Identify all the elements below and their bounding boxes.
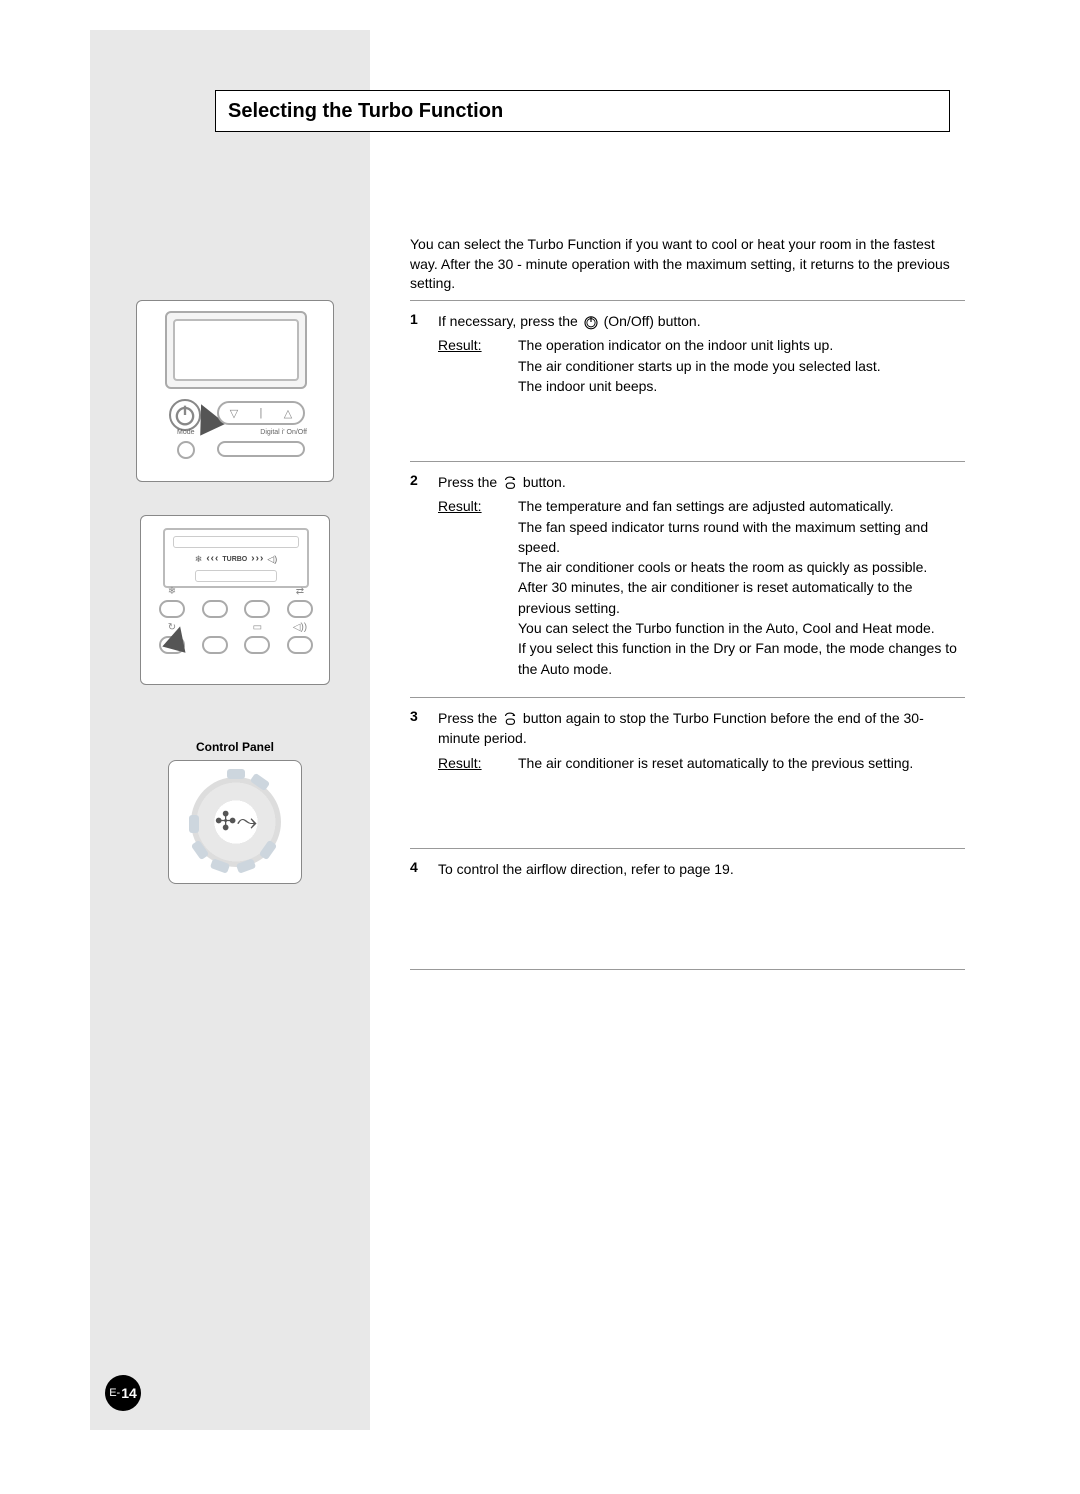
step-number: 4 bbox=[410, 859, 424, 951]
dial-segment bbox=[189, 815, 199, 833]
step-instruction: Press the button. bbox=[438, 472, 965, 492]
remote-screen-inner bbox=[173, 319, 299, 381]
step-number: 1 bbox=[410, 311, 424, 443]
step-instruction: Press the button again to stop the Turbo… bbox=[438, 708, 965, 749]
display-row-1 bbox=[173, 536, 299, 548]
step-text-before: Press the bbox=[438, 710, 501, 726]
result-text: The temperature and fan settings are adj… bbox=[518, 496, 965, 679]
manual-page: Selecting the Turbo Function You can sel… bbox=[0, 0, 1080, 1494]
temp-pill: ▽ | △ bbox=[217, 401, 305, 425]
small-button bbox=[287, 600, 313, 618]
small-button bbox=[244, 636, 270, 654]
turbo-label: TURBO bbox=[222, 556, 247, 563]
step-instruction: If necessary, press the (On/Off) button. bbox=[438, 311, 965, 331]
turbo-icon bbox=[501, 710, 519, 728]
page-prefix: E- bbox=[109, 1387, 120, 1399]
snow-icon: ❄ bbox=[159, 586, 185, 597]
small-button bbox=[202, 600, 228, 618]
result-row: Result: The temperature and fan settings … bbox=[438, 496, 965, 679]
dial-segment bbox=[227, 769, 245, 779]
step-number: 3 bbox=[410, 708, 424, 830]
step: 1If necessary, press the (On/Off) button… bbox=[410, 301, 965, 461]
up-icon: △ bbox=[284, 407, 292, 420]
step-body: Press the button again to stop the Turbo… bbox=[438, 708, 965, 830]
step-body: If necessary, press the (On/Off) button.… bbox=[438, 311, 965, 443]
step-text-after: button. bbox=[519, 474, 566, 490]
result-text: The operation indicator on the indoor un… bbox=[518, 335, 965, 396]
step-text-before: To control the airflow direction, refer … bbox=[438, 861, 734, 877]
result-label: Result: bbox=[438, 753, 498, 773]
step: 4 To control the airflow direction, refer… bbox=[410, 849, 965, 969]
small-button bbox=[159, 600, 185, 618]
sidebar-strip bbox=[90, 30, 370, 1430]
step-text-before: Press the bbox=[438, 474, 501, 490]
remote-screen bbox=[165, 311, 307, 389]
power-icon bbox=[582, 313, 600, 331]
remote-display: ❄ ‹‹‹ TURBO ››› ◁) bbox=[163, 528, 309, 588]
mode-button-illustration bbox=[177, 441, 195, 459]
small-button bbox=[244, 600, 270, 618]
digital-label: Digital i' On/Off bbox=[260, 429, 307, 436]
rect-icon: ▭ bbox=[244, 622, 270, 633]
result-label: Result: bbox=[438, 335, 498, 396]
onoff-pill-illustration bbox=[217, 441, 305, 457]
snowflake-icon: ❄ bbox=[195, 554, 203, 565]
step-text-after: (On/Off) button. bbox=[600, 313, 701, 329]
sound-icon: ◁) bbox=[267, 554, 277, 565]
steps-container: 1If necessary, press the (On/Off) button… bbox=[410, 300, 965, 970]
page-number-badge: E-14 bbox=[105, 1375, 141, 1411]
result-label: Result: bbox=[438, 496, 498, 679]
intro-text: You can select the Turbo Function if you… bbox=[410, 235, 955, 294]
step-body: To control the airflow direction, refer … bbox=[438, 859, 965, 951]
turbo-icon bbox=[501, 474, 519, 492]
mode-label: Mode bbox=[177, 429, 195, 436]
step-separator bbox=[410, 969, 965, 970]
step-number: 2 bbox=[410, 472, 424, 679]
step: 2 Press the button. Result: The temperature… bbox=[410, 462, 965, 697]
remote-figure-2: ❄ ‹‹‹ TURBO ››› ◁) ❄ ⇄ ↻ ▭ ◁)) bbox=[140, 515, 330, 685]
turbo-right-chevrons: ››› bbox=[251, 554, 263, 564]
result-row: Result: The operation indicator on the in… bbox=[438, 335, 965, 396]
page-title: Selecting the Turbo Function bbox=[228, 100, 503, 123]
control-panel-label: Control Panel bbox=[140, 740, 330, 754]
step: 3 Press the button again to stop the Turb… bbox=[410, 698, 965, 848]
fan-icon: ✣⤳ bbox=[215, 806, 258, 838]
small-button bbox=[287, 636, 313, 654]
step-instruction: To control the airflow direction, refer … bbox=[438, 859, 965, 879]
display-row-3 bbox=[195, 570, 277, 582]
step-body: Press the button. Result: The temperature … bbox=[438, 472, 965, 679]
result-text: The air conditioner is reset automatical… bbox=[518, 753, 965, 773]
remote-figure-1: ▽ | △ Mode Digital i' On/Off bbox=[136, 300, 334, 482]
title-box: Selecting the Turbo Function bbox=[215, 90, 950, 132]
page-number: 14 bbox=[121, 1385, 137, 1401]
bar-icon: | bbox=[260, 407, 263, 419]
result-row: Result: The air conditioner is reset auto… bbox=[438, 753, 965, 773]
button-row-1: ❄ ⇄ bbox=[159, 600, 313, 618]
button-labels: Mode Digital i' On/Off bbox=[177, 429, 307, 436]
swap-icon: ⇄ bbox=[287, 586, 313, 597]
control-panel-figure: ✣⤳ bbox=[168, 760, 302, 884]
turbo-bar: ❄ ‹‹‹ TURBO ››› ◁) bbox=[173, 552, 299, 566]
step-text-before: If necessary, press the bbox=[438, 313, 582, 329]
down-icon: ▽ bbox=[230, 407, 238, 420]
small-button bbox=[202, 636, 228, 654]
turbo-left-chevrons: ‹‹‹ bbox=[206, 554, 218, 564]
sound-icon: ◁)) bbox=[287, 622, 313, 633]
